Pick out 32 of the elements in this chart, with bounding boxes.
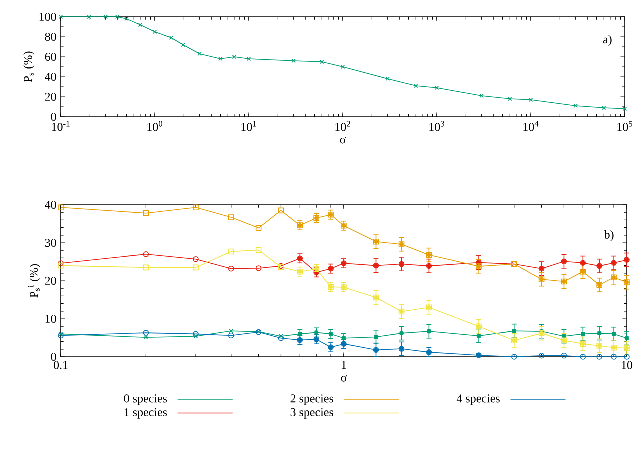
legend-label: 0 species [124,394,168,406]
legend-label: 3 species [290,408,334,419]
legend-label: 1 species [124,408,168,419]
annotation: b) [604,230,614,242]
y-tick-label: 60 [45,52,56,62]
annotation: a) [603,35,612,46]
x-tick-label: 10 [622,361,633,370]
legend-label: 2 species [290,394,334,406]
x-tick-label: 10$^{4}$ [524,121,539,132]
y-tick-label: 0 [51,112,56,122]
x-tick-label: 10$^{0}$ [148,121,163,132]
y-tick-label: 20 [45,92,56,102]
x-tick-label: 0.1 [54,361,68,370]
y-axis-title: P$_{s}$$^{i}$ (%) [28,264,41,298]
y-tick-label: 80 [45,32,56,42]
x-tick-label: 10$^{5}$ [618,121,633,132]
y-tick-label: 0 [51,352,56,362]
y-tick-label: 40 [45,72,56,82]
y-tick-label: 10 [46,314,56,324]
y-tick-label: 40 [45,200,56,210]
x-tick-label: 10$^{-1}$ [52,121,70,132]
x-axis-title: σ [340,137,346,144]
x-tick-label: 10$^{2}$ [336,121,350,132]
x-tick-label: 10$^{3}$ [430,121,445,132]
y-tick-label: 30 [45,238,56,248]
x-tick-label: 10$^{1}$ [242,121,256,132]
y-tick-label: 20 [45,276,56,286]
x-tick-label: 1 [342,361,346,370]
legend-label: 4 species [456,394,500,406]
y-axis-title: P$_{s}$ (%) [24,52,35,82]
x-axis-title: σ [341,376,348,382]
y-tick-label: 100 [40,12,56,22]
